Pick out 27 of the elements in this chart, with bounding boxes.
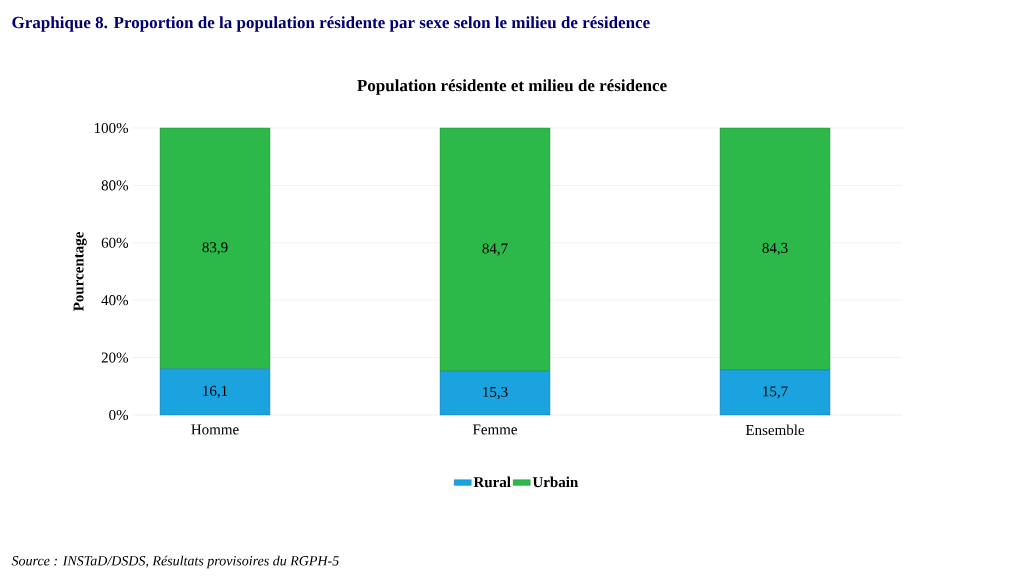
bar <box>159 127 271 369</box>
bar <box>719 369 831 416</box>
x-tick-label: Ensemble <box>745 424 805 436</box>
x-tick-label: Femme <box>472 424 517 435</box>
data-label: 16,1 <box>203 385 228 399</box>
y-tick-label: 100% <box>94 122 129 134</box>
y-tick-label: 20% <box>101 352 129 363</box>
chart-subtitle: Population résidente et milieu de résidence <box>357 79 667 95</box>
y-tick-label: 80% <box>101 180 129 191</box>
x-tick-label: Homme <box>191 424 239 435</box>
data-label: 84,3 <box>762 242 788 256</box>
source-note: Source : INSTaD/DSDS, Résultats provisoires du RGPH-5 <box>11 555 339 569</box>
bar <box>719 127 831 371</box>
y-tick-label: 40% <box>101 295 129 306</box>
data-label: 83,9 <box>202 242 228 255</box>
y-tick-label: 60% <box>101 237 129 248</box>
bar <box>439 370 551 416</box>
data-label: 15,3 <box>483 386 508 400</box>
y-axis-title: Pourcentage <box>73 232 87 312</box>
data-label: 15,7 <box>763 386 788 399</box>
legend-label: Urbain <box>532 476 579 488</box>
legend-label: Rural <box>473 476 511 488</box>
bar <box>159 368 271 416</box>
chart-title: Graphique 8. Proportion de la population résidente par sexe selon le milieu de résidence <box>12 16 650 32</box>
data-label: 84,7 <box>482 243 508 256</box>
y-tick-label: 0% <box>109 409 129 421</box>
bar <box>439 127 551 372</box>
